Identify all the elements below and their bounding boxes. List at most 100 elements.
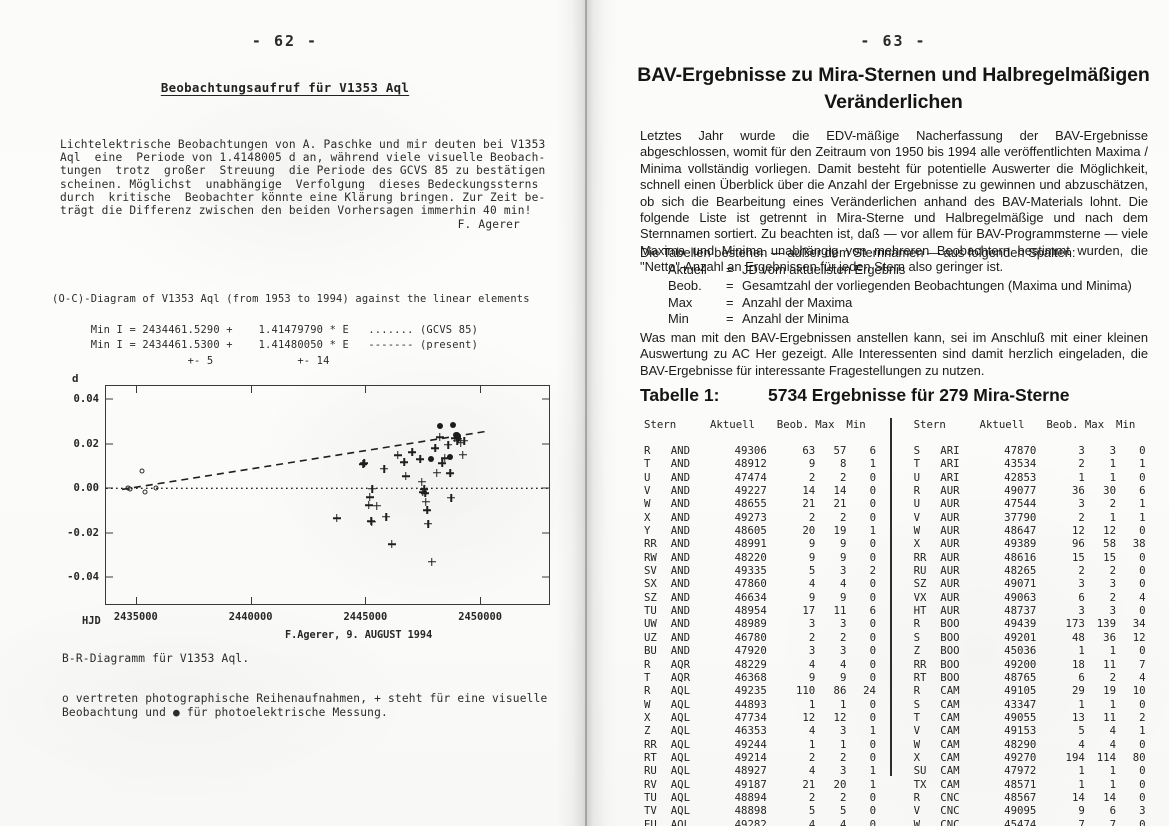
definition-description: JD vom aktuellsten Ergebnis (742, 262, 906, 277)
cell-beob: 3 (1078, 444, 1085, 457)
cell-aktuell: 49071 (1004, 577, 1037, 591)
star-table-right: Stern Aktuell Beob. Max Min S ARI 47870 3 3 0… (914, 418, 1146, 826)
cell-star-name: RR (644, 537, 657, 551)
cell-beob: 2 (1078, 457, 1085, 471)
data-point-visual (382, 513, 390, 521)
cell-aktuell: 48567 (1004, 790, 1037, 804)
cell-beob: 48 (1071, 630, 1085, 644)
cell-constellation: CAM (940, 764, 960, 778)
y-axis-tick (542, 532, 549, 534)
cell-constellation: CAM (940, 697, 960, 711)
cell-aktuell: 48991 (734, 537, 767, 551)
cell-max: 1 (1109, 764, 1117, 778)
figure-caption-left: B-R-Diagramm für V1353 Aql. (62, 652, 250, 665)
cell-star-name: U (913, 470, 921, 484)
table-row: R AQL 49235 110 86 24 (644, 684, 876, 697)
data-point-visual (388, 540, 396, 548)
cell-aktuell: 45474 (1004, 817, 1037, 826)
cell-star-name: TU (644, 790, 657, 804)
cell-beob: 20 (802, 524, 816, 538)
paragraph-columns-text: Die Tabellen bestehen — außer dem Sternn… (640, 245, 1076, 260)
cell-max: 1 (1109, 457, 1117, 471)
cell-max: 2 (1109, 670, 1117, 684)
cell-min: 0 (869, 817, 876, 826)
table-row: TV AQL 48898 5 5 0 (644, 804, 876, 817)
table-row: X AQL 47734 12 12 0 (644, 711, 876, 724)
cell-beob: 2 (1078, 564, 1085, 578)
cell-beob: 2 (808, 630, 816, 644)
cell-beob: 2 (1078, 510, 1085, 524)
cell-min: 0 (1139, 444, 1146, 457)
cell-beob: 1 (1078, 644, 1085, 658)
cell-star-name: SZ (913, 577, 927, 591)
cell-star-name: S (913, 630, 921, 644)
cell-aktuell: 49153 (1004, 724, 1037, 738)
table-row: X CAM 49270 194 114 80 (914, 751, 1146, 764)
definition-description: Anzahl der Maxima (742, 294, 853, 310)
data-point-photoelectric (436, 422, 443, 429)
cell-star-name: Z (644, 724, 651, 738)
cell-constellation: CAM (940, 750, 960, 764)
table-row: RR BOO 49200 18 11 7 (914, 658, 1146, 671)
cell-star-name: S (913, 444, 921, 457)
cell-min: 24 (863, 684, 876, 698)
cell-aktuell: 49095 (1004, 804, 1037, 818)
table-row: R AQR 48229 4 4 0 (644, 658, 876, 671)
cell-star-name: EU (644, 817, 657, 826)
cell-min: 0 (1139, 524, 1146, 538)
cell-constellation: ARI (940, 444, 960, 457)
table-divider (890, 418, 892, 776)
definition-item: Beob. = Gesamtzahl der vorliegenden Beobac… (668, 278, 1148, 294)
y-axis-tick (542, 487, 549, 489)
data-point-photoelectric (447, 454, 454, 461)
data-point-photographic (153, 485, 159, 491)
cell-star-name: TX (913, 777, 927, 791)
cell-star-name: RR (644, 737, 657, 751)
table-row: RT AQL 49214 2 2 0 (644, 751, 876, 764)
cell-min: 0 (869, 790, 876, 804)
cell-aktuell: 47474 (734, 470, 767, 484)
cell-beob: 3 (1078, 604, 1085, 618)
results-tables: Stern Aktuell Beob. Max Min R AND 49306 63 5… (644, 418, 1154, 826)
cell-beob: 5 (808, 564, 816, 578)
cell-aktuell: 49055 (1004, 710, 1037, 724)
y-axis-tick (106, 532, 113, 534)
cell-star-name: HT (913, 604, 927, 618)
cell-max: 12 (833, 710, 847, 724)
cell-aktuell: 45036 (1004, 644, 1037, 658)
cell-beob: 21 (802, 497, 816, 511)
cell-min: 0 (1139, 790, 1146, 804)
cell-constellation: ARI (940, 457, 960, 471)
table-row: S BOO 49201 48 36 12 (914, 631, 1146, 644)
cell-max: 5 (839, 804, 847, 818)
cell-beob: 194 (1065, 750, 1085, 764)
table-row: TX CAM 48571 1 1 0 (914, 778, 1146, 791)
cell-aktuell: 37790 (1004, 510, 1037, 524)
cell-max: 4 (839, 817, 847, 826)
cell-star-name: V (644, 484, 651, 498)
data-point-photoelectric (427, 456, 434, 463)
definition-item: Max = Anzahl der Maxima (668, 295, 1148, 311)
chart-lines (106, 430, 549, 491)
cell-aktuell: 49200 (1004, 657, 1037, 671)
table-row: Y AND 48605 20 19 1 (644, 524, 876, 537)
cell-beob: 4 (1078, 737, 1085, 751)
cell-beob: 21 (802, 777, 816, 791)
right-page: - 63 - BAV-Ergebnisse zu Mira-Sternen un… (618, 0, 1169, 826)
definition-equals: = (726, 262, 734, 277)
cell-constellation: AND (670, 537, 691, 551)
cell-max: 2 (1109, 590, 1117, 604)
cell-min: 0 (869, 497, 876, 511)
cell-constellation: AQL (670, 697, 691, 711)
data-point-visual (365, 501, 373, 509)
cell-max: 58 (1103, 537, 1117, 551)
table-row: T CAM 49055 13 11 2 (914, 711, 1146, 724)
cell-beob: 12 (802, 710, 816, 724)
cell-min: 6 (1139, 484, 1146, 498)
cell-star-name: X (913, 750, 921, 764)
cell-beob: 9 (808, 550, 816, 564)
star-table-left: Stern Aktuell Beob. Max Min R AND 49306 63 5… (644, 418, 876, 826)
table-row: SU CAM 47972 1 1 0 (914, 764, 1146, 777)
data-point-visual (368, 518, 376, 526)
oc-diagram: d 0.04 0.02 0.00 -0.02 -0.04 2435000 2440000 24… (30, 372, 550, 641)
